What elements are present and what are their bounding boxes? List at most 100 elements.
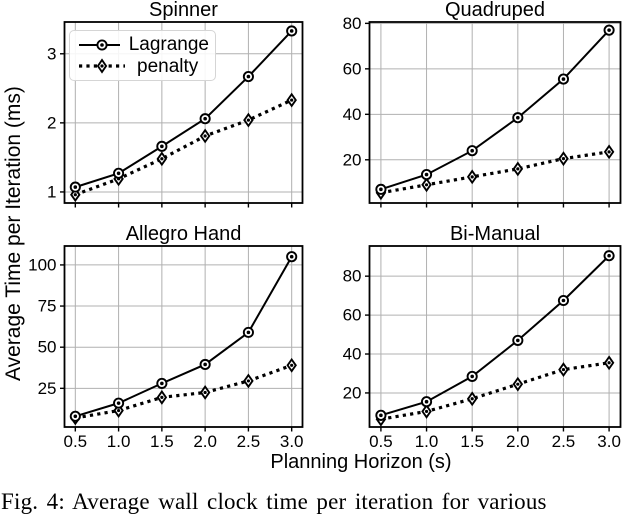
lagrange-marker-dot <box>246 74 251 79</box>
x-tick-label: 2.5 <box>552 432 576 451</box>
x-tick-label: 1.5 <box>460 432 484 451</box>
lagrange-marker-dot <box>607 253 611 258</box>
subplot-spinner: 1 2 3 Spinner <box>47 0 304 208</box>
x-tick-label: 2.0 <box>193 432 217 451</box>
legend-item-penalty: penalty <box>76 57 209 76</box>
penalty-marker-dot <box>470 175 474 179</box>
axes-spine <box>368 21 622 204</box>
penalty-marker-dot <box>73 193 77 197</box>
lagrange-marker-dot <box>424 399 429 404</box>
lagrange-marker-dot <box>116 171 121 176</box>
penalty-marker-dot <box>290 363 294 367</box>
lagrange-line <box>75 256 293 418</box>
penalty-marker-dot <box>607 150 611 154</box>
figure-caption: Fig. 4: Average wall clock time per iter… <box>1 489 547 514</box>
penalty-line <box>75 363 293 420</box>
penalty-marker-dot <box>516 382 520 386</box>
subplot-title: Quadruped <box>445 0 545 21</box>
axes-spine <box>63 245 304 428</box>
y-tick-label: 100 <box>28 255 56 274</box>
penalty-marker-dot <box>160 395 164 399</box>
x-tick-label: 3.0 <box>280 432 304 451</box>
penalty-marker-dot <box>516 167 520 171</box>
lagrange-marker-dot <box>607 28 611 32</box>
lagrange-marker-dot <box>561 77 566 81</box>
lagrange-line <box>75 30 293 189</box>
lagrange-line <box>380 255 610 417</box>
subplot-title: Allegro Hand <box>126 223 242 245</box>
penalty-marker-dot <box>424 183 429 187</box>
penalty-marker-dot <box>561 367 566 372</box>
subplot-bi-manual: 20 40 60 80 0.5 1.0 1.5 2.0 2.5 3.0 Bi-Manual <box>343 223 622 451</box>
y-tick-label: 80 <box>343 14 362 33</box>
x-tick-label: 0.5 <box>63 432 87 451</box>
penalty-marker-dot <box>246 118 251 122</box>
y-axis-label: Average Time per Iteration (ms) <box>2 86 25 382</box>
y-tick-label: 2 <box>47 113 56 132</box>
lagrange-marker-dot <box>289 29 294 33</box>
x-tick-label: 1.0 <box>107 432 131 451</box>
axes-spine <box>63 21 304 204</box>
lagrange-marker-dot <box>561 298 566 303</box>
penalty-marker-dot <box>561 157 566 161</box>
y-tick-label: 3 <box>47 44 56 63</box>
lagrange-marker-dot <box>203 362 207 367</box>
subplot-title: Bi-Manual <box>450 223 540 245</box>
lagrange-marker-dot <box>516 338 520 343</box>
x-tick-label: 1.0 <box>415 432 439 451</box>
legend-label-lagrange: Lagrange <box>128 34 209 56</box>
y-tick-label: 60 <box>343 59 362 78</box>
subplot-quadruped: 20 40 60 80 Quadruped <box>343 0 622 208</box>
penalty-marker-dot <box>290 98 294 102</box>
legend-label-penalty: penalty <box>137 55 199 77</box>
dotted-line-diamond-marker-icon <box>79 58 125 74</box>
y-tick-label: 80 <box>343 267 362 286</box>
lagrange-marker-dot <box>470 374 474 379</box>
lagrange-marker-dot <box>289 254 294 259</box>
penalty-marker-dot <box>160 157 164 161</box>
y-tick-label: 25 <box>38 379 57 398</box>
y-tick-label: 20 <box>343 150 362 169</box>
penalty-marker-dot <box>246 379 251 383</box>
solid-line-circle-marker-icon <box>79 39 120 51</box>
subplot-allegro-hand: 25 50 75 100 0.5 1.0 1.5 2.0 2.5 3.0 Allegro Hand <box>28 223 303 451</box>
y-tick-label: 60 <box>343 306 362 325</box>
x-tick-label: 2.0 <box>506 432 530 451</box>
lagrange-marker-dot <box>516 115 520 120</box>
penalty-marker-dot <box>470 397 474 401</box>
lagrange-marker-dot <box>116 401 121 405</box>
x-tick-label: 2.5 <box>237 432 261 451</box>
lagrange-marker-dot <box>470 148 474 153</box>
y-tick-label: 50 <box>38 338 57 357</box>
penalty-marker-dot <box>203 390 207 395</box>
penalty-marker-dot <box>607 361 611 365</box>
lagrange-marker-dot <box>160 144 164 149</box>
lagrange-marker-dot <box>246 330 251 335</box>
lagrange-marker-dot <box>379 187 383 192</box>
y-tick-label: 75 <box>38 297 57 316</box>
lagrange-marker-dot <box>379 413 383 418</box>
y-tick-label: 40 <box>343 345 362 364</box>
lagrange-marker-dot <box>160 381 164 386</box>
penalty-marker-dot <box>424 409 429 414</box>
x-tick-label: 0.5 <box>369 432 393 451</box>
y-tick-label: 40 <box>343 105 362 124</box>
lagrange-marker-dot <box>73 414 78 419</box>
y-tick-label: 1 <box>47 182 56 201</box>
lagrange-marker-dot <box>424 172 429 177</box>
lagrange-marker-dot <box>73 185 78 189</box>
lagrange-marker-dot <box>203 116 207 121</box>
lagrange-line <box>380 29 610 191</box>
charts-svg: 1 2 3 Spinner 20 40 60 80 Quadruped 25 50 75 100 0.5 1… <box>28 0 622 451</box>
axes-spine <box>368 245 622 428</box>
x-tick-label: 1.5 <box>150 432 174 451</box>
penalty-marker-dot <box>203 134 207 138</box>
legend-item-lagrange: Lagrange <box>76 35 209 54</box>
x-axis-label: Planning Horizon (s) <box>270 451 452 473</box>
legend: Lagrange penalty <box>69 30 216 81</box>
y-tick-label: 20 <box>343 383 362 402</box>
penalty-line <box>74 98 293 197</box>
penalty-line <box>380 150 610 195</box>
x-tick-label: 3.0 <box>597 432 621 451</box>
